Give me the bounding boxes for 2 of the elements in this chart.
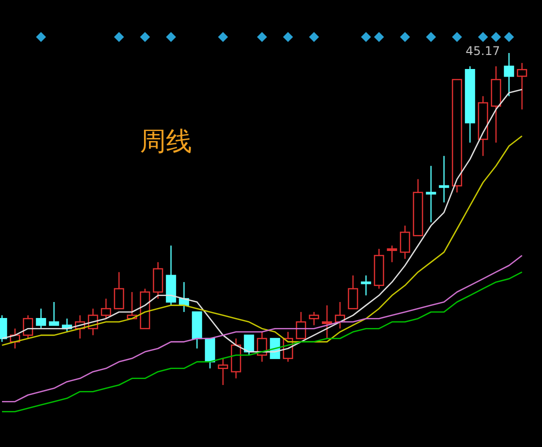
annotation: 45.17 (466, 44, 500, 58)
title: 周线 (140, 127, 192, 157)
